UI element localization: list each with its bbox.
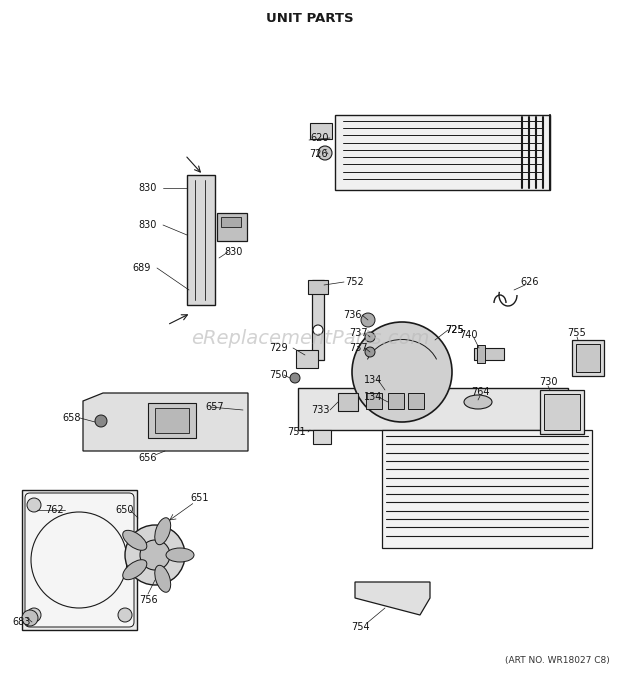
Text: 733: 733	[311, 405, 329, 415]
Ellipse shape	[123, 560, 147, 580]
Circle shape	[318, 146, 332, 160]
Bar	[221, 217, 241, 227]
Text: 689: 689	[133, 263, 151, 273]
Text: 658: 658	[63, 413, 81, 423]
Text: 657: 657	[206, 402, 224, 412]
Text: 756: 756	[139, 595, 157, 605]
Circle shape	[365, 347, 375, 357]
Text: 650: 650	[116, 505, 135, 515]
Bar	[540, 390, 584, 434]
Ellipse shape	[123, 531, 147, 550]
Circle shape	[118, 608, 132, 622]
Text: 737: 737	[348, 328, 367, 338]
Text: 737: 737	[348, 343, 367, 353]
Circle shape	[290, 373, 300, 383]
Bar	[298, 388, 568, 430]
Circle shape	[22, 610, 38, 626]
Bar	[308, 280, 328, 294]
Bar	[388, 393, 404, 409]
Bar	[338, 393, 358, 411]
Circle shape	[125, 525, 185, 585]
Text: 134: 134	[364, 392, 382, 402]
Text: 730: 730	[539, 377, 557, 387]
Bar	[366, 393, 382, 409]
Ellipse shape	[155, 565, 170, 592]
Polygon shape	[355, 582, 430, 615]
Text: 736: 736	[343, 310, 361, 320]
Bar	[22, 490, 137, 630]
Circle shape	[140, 540, 170, 570]
Ellipse shape	[464, 395, 492, 409]
Text: 626: 626	[521, 277, 539, 287]
Bar	[408, 393, 424, 409]
Ellipse shape	[155, 518, 170, 545]
Text: 656: 656	[139, 453, 157, 463]
Bar	[474, 348, 504, 360]
Bar	[313, 430, 331, 444]
Text: 751: 751	[286, 427, 305, 437]
Polygon shape	[83, 393, 248, 451]
Circle shape	[95, 415, 107, 427]
Circle shape	[31, 512, 127, 608]
Bar	[477, 345, 485, 363]
Bar	[382, 430, 592, 548]
Bar	[148, 403, 196, 438]
Text: 729: 729	[268, 343, 287, 353]
Bar	[310, 123, 332, 139]
Bar	[543, 430, 561, 444]
Text: 725: 725	[446, 325, 464, 335]
Bar	[576, 344, 600, 372]
Bar	[572, 340, 604, 376]
Bar	[312, 280, 324, 360]
Bar	[187, 175, 215, 305]
Text: 755: 755	[568, 328, 587, 338]
Text: 134: 134	[364, 375, 382, 385]
Circle shape	[27, 498, 41, 512]
Text: (ART NO. WR18027 C8): (ART NO. WR18027 C8)	[505, 656, 610, 665]
Bar	[217, 213, 247, 241]
Circle shape	[365, 332, 375, 342]
FancyBboxPatch shape	[25, 493, 134, 627]
Text: 830: 830	[139, 220, 157, 230]
Text: 725: 725	[446, 325, 464, 335]
Text: 764: 764	[471, 387, 489, 397]
Text: 762: 762	[46, 505, 64, 515]
Circle shape	[361, 313, 375, 327]
Bar	[335, 115, 550, 190]
Ellipse shape	[166, 548, 194, 562]
Text: 830: 830	[225, 247, 243, 257]
Circle shape	[352, 322, 452, 422]
Text: 740: 740	[459, 330, 477, 340]
Text: eReplacementParts.com: eReplacementParts.com	[191, 329, 429, 348]
Text: 750: 750	[268, 370, 287, 380]
Bar	[155, 408, 189, 433]
Text: 683: 683	[13, 617, 31, 627]
Text: 620: 620	[311, 133, 329, 143]
Text: 830: 830	[139, 183, 157, 193]
Text: 651: 651	[191, 493, 210, 503]
Circle shape	[27, 608, 41, 622]
Text: 726: 726	[309, 149, 327, 159]
Circle shape	[313, 325, 323, 335]
Text: UNIT PARTS: UNIT PARTS	[266, 12, 354, 25]
Bar	[296, 350, 318, 368]
Text: 752: 752	[345, 277, 365, 287]
Bar	[544, 394, 580, 430]
Text: 754: 754	[351, 622, 370, 632]
